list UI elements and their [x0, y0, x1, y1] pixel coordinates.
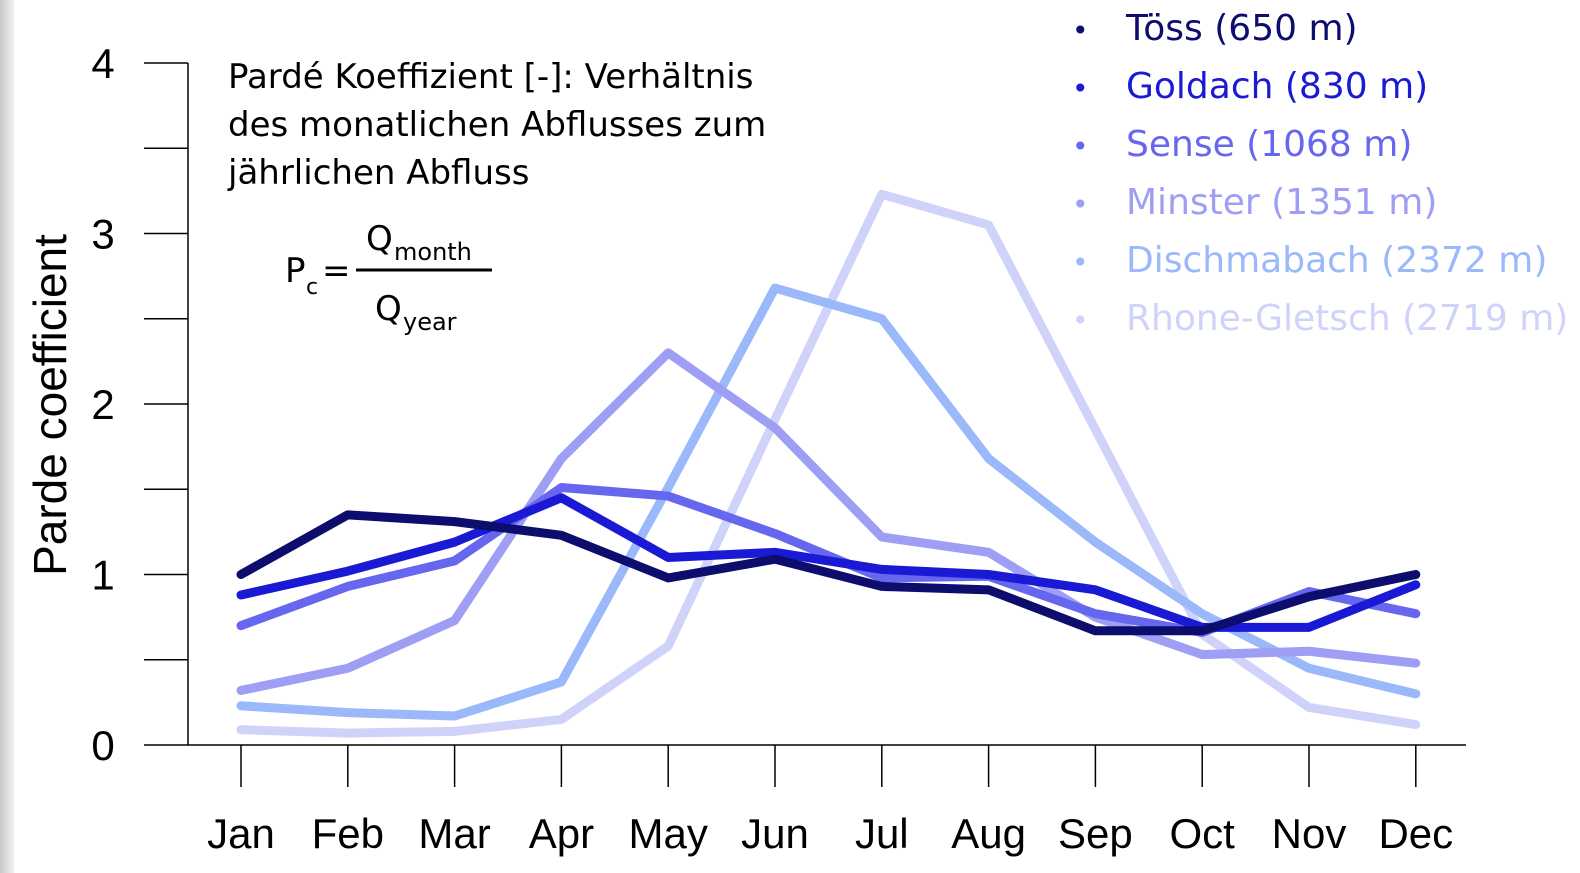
legend-bullet: •: [1072, 14, 1089, 47]
legend-entry: Töss (650 m): [1125, 8, 1358, 49]
y-tick-label: 4: [91, 40, 114, 87]
formula-equals: =: [322, 251, 351, 291]
x-tick-label: Jun: [741, 810, 809, 857]
y-axis-label: Parde coefficient: [24, 234, 76, 576]
annotation-text: Pardé Koeffizient [-]: Verhältnis des mo…: [227, 57, 766, 193]
legend-bullet: •: [1072, 304, 1089, 337]
annotation-line-3: jährlichen Abfluss: [227, 153, 529, 193]
x-tick-label: Apr: [529, 810, 594, 857]
x-tick-label: Mar: [418, 810, 490, 857]
legend-entry: Sense (1068 m): [1126, 124, 1412, 165]
x-tick-label: Dec: [1378, 810, 1453, 857]
x-tick-label: May: [629, 810, 708, 857]
formula-numerator-subscript: month: [394, 238, 472, 266]
legend: • Töss (650 m) • Goldach (830 m) • Sense (106…: [1072, 8, 1568, 339]
x-tick-label: Jan: [207, 810, 275, 857]
formula-numerator: Q: [366, 219, 393, 259]
series-line-4: [236, 348, 1421, 695]
legend-bullet: •: [1072, 130, 1089, 163]
x-tick-label: Sep: [1058, 810, 1133, 857]
x-tick-label: Aug: [951, 810, 1026, 857]
legend-entry: Dischmabach (2372 m): [1126, 240, 1547, 281]
legend-entry: Goldach (830 m): [1126, 66, 1428, 107]
y-tick-label: 1: [91, 552, 114, 599]
y-tick-label: 2: [91, 381, 114, 428]
x-tick-label: Nov: [1272, 810, 1347, 857]
annotation-line-1: Pardé Koeffizient [-]: Verhältnis: [228, 57, 753, 97]
formula-lhs-subscript: c: [306, 275, 318, 300]
legend-entry: Rhone-Gletsch (2719 m): [1126, 298, 1568, 339]
formula-denominator-subscript: year: [403, 308, 457, 336]
legend-entry: Minster (1351 m): [1126, 182, 1437, 223]
formula-denominator: Q: [375, 289, 402, 329]
series-line-1: [236, 510, 1421, 636]
legend-bullet: •: [1072, 72, 1089, 105]
formula-lhs: P: [285, 251, 306, 291]
series-lines: [236, 189, 1421, 738]
x-tick-label: Feb: [312, 810, 384, 857]
pardé-formula: P c = Q month Q year: [285, 219, 492, 336]
legend-bullet: •: [1072, 188, 1089, 221]
y-tick-label: 3: [91, 211, 114, 258]
left-edge-shade: [0, 0, 14, 873]
axes: 0 1 2 3 4 Jan Feb Mar Apr May Jun Jul Aug Sep Oct Nov De…: [91, 40, 1466, 857]
y-tick-label: 0: [91, 722, 114, 769]
x-tick-label: Jul: [855, 810, 909, 857]
annotation-line-2: des monatlichen Abflusses zum: [228, 105, 766, 145]
x-tick-label: Oct: [1170, 810, 1236, 857]
legend-bullet: •: [1072, 246, 1089, 279]
